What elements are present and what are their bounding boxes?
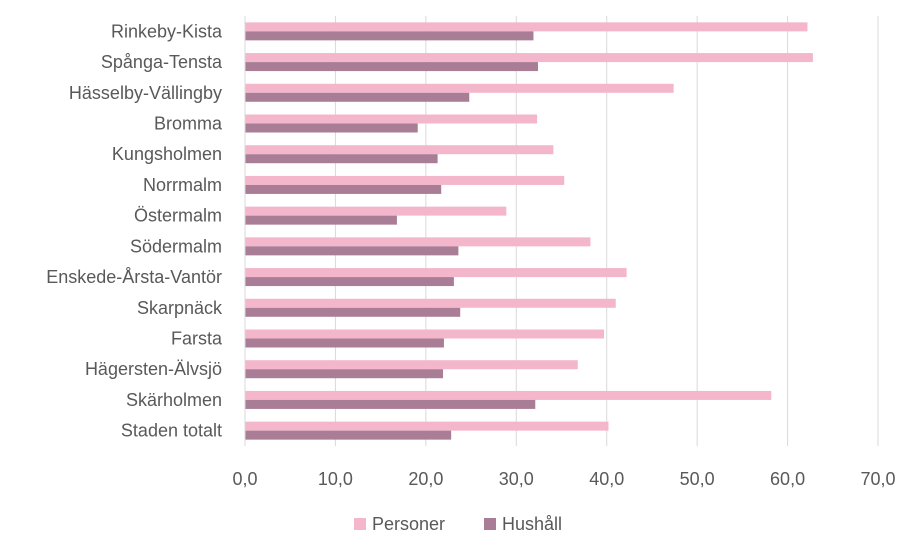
gridlines [334,16,879,446]
bar-personer [245,145,554,155]
legend-label-hushall: Hushåll [502,514,562,534]
bar-personer [245,206,507,216]
category-label: Staden totalt [121,421,222,441]
category-label: Enskede-Årsta-Vantör [46,267,222,287]
bar-hushall [245,307,461,317]
bar-personer [245,237,591,247]
bar-hushall [245,215,397,225]
bar-personer [245,421,609,431]
category-label: Kungsholmen [112,144,222,164]
x-tick-label: 10,0 [318,469,353,489]
x-tick-label: 70,0 [860,469,895,489]
bar-hushall [245,369,444,379]
x-tick-label: 20,0 [408,469,443,489]
tick-labels: 0,0 10,0 20,0 30,0 40,0 50,0 60,0 70,0 [232,469,895,489]
bar-personer [245,298,616,308]
bar-hushall [245,31,534,41]
bar-hushall [245,430,452,440]
category-label: Rinkeby-Kista [111,21,223,41]
legend: Personer Hushåll [354,514,562,534]
bar-personer [245,114,538,124]
bar-hushall [245,277,454,287]
x-tick-label: 30,0 [499,469,534,489]
category-label: Skärholmen [126,390,222,410]
bar-hushall [245,184,442,194]
x-tick-label: 60,0 [770,469,805,489]
bar-hushall [245,92,470,102]
bar-personer [245,175,565,185]
bar-personer [245,360,578,370]
bars [245,22,813,440]
bar-hushall [245,62,538,72]
category-label: Skarpnäck [137,298,223,318]
bar-hushall [245,399,536,409]
x-tick-label: 50,0 [680,469,715,489]
x-tick-label: 0,0 [232,469,257,489]
category-label: Östermalm [134,206,222,226]
bar-personer [245,22,808,32]
legend-swatch-personer [354,518,366,530]
category-label: Södermalm [130,236,222,256]
bar-personer [245,329,605,339]
legend-swatch-hushall [484,518,496,530]
x-tick-label: 40,0 [589,469,624,489]
bar-hushall [245,246,459,256]
bar-personer [245,83,674,93]
bar-hushall [245,338,444,348]
category-label: Hägersten-Älvsjö [85,359,222,379]
bar-personer [245,268,627,278]
bar-personer [245,53,813,63]
category-label: Hässelby-Vällingby [69,83,222,103]
category-label: Bromma [154,114,223,134]
bar-hushall [245,154,438,164]
bar-hushall [245,123,418,133]
category-label: Norrmalm [143,175,222,195]
category-label: Spånga-Tensta [101,52,223,72]
category-labels: Rinkeby-Kista Spånga-Tensta Hässelby-Välli… [46,21,223,440]
legend-label-personer: Personer [372,514,445,534]
bar-personer [245,390,772,400]
category-label: Farsta [171,329,223,349]
